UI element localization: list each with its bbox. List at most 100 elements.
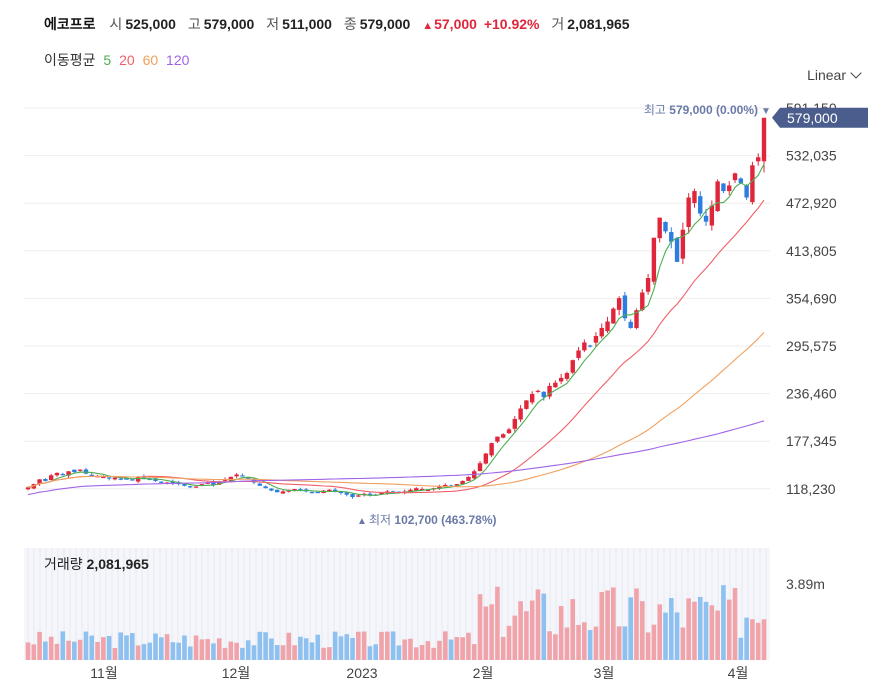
- y-tick-label: 236,460: [786, 386, 837, 402]
- candle-body: [72, 469, 77, 473]
- candle-body: [246, 477, 251, 480]
- volume-bar: [639, 601, 645, 660]
- volume-bar: [385, 631, 390, 660]
- volume-bar: [761, 619, 767, 660]
- change-value: 57,000: [434, 16, 477, 32]
- volume-bar: [605, 590, 610, 660]
- volume-bar: [199, 639, 205, 660]
- ma-legend-5[interactable]: 5: [103, 52, 112, 68]
- candle-body: [738, 178, 744, 184]
- volume-bar: [176, 642, 181, 660]
- volume-bar: [570, 599, 576, 660]
- volume-bar: [356, 631, 361, 660]
- volume-bar: [483, 606, 489, 660]
- volume-bar: [112, 647, 118, 660]
- volume-bar: [419, 644, 425, 660]
- volume-bar: [31, 644, 37, 660]
- high-label: 고: [187, 16, 201, 32]
- candle-body: [709, 205, 715, 226]
- volume-value: 2,081,965: [567, 16, 630, 32]
- volume-bar: [471, 644, 477, 660]
- candle-body: [367, 493, 373, 496]
- candle-body: [199, 484, 205, 486]
- candle-body: [553, 382, 558, 388]
- volume-bar: [466, 632, 471, 660]
- x-tick-label: 11월: [90, 665, 117, 681]
- candle-body: [692, 191, 697, 204]
- volume-axis-label: 3.89m: [786, 576, 825, 592]
- y-tick-label: 354,690: [786, 290, 837, 306]
- candle-body: [414, 488, 419, 491]
- candle-body: [460, 480, 465, 485]
- candle-body: [483, 453, 489, 464]
- candle-body: [170, 481, 176, 484]
- volume-bar: [298, 636, 303, 660]
- volume-bar: [535, 589, 541, 660]
- ma-legend-20[interactable]: 20: [119, 52, 135, 68]
- candle-body: [228, 476, 234, 481]
- volume-bar: [431, 647, 436, 660]
- volume-bar: [327, 647, 332, 660]
- last-price-tag: [772, 107, 868, 128]
- volume-bar: [269, 638, 274, 660]
- candle-body: [240, 475, 245, 477]
- candle-body: [761, 117, 767, 162]
- candle-body: [570, 360, 575, 373]
- volume-bar: [193, 635, 199, 660]
- ma-legend-120[interactable]: 120: [166, 52, 190, 68]
- volume-bar: [668, 598, 674, 660]
- candle-body: [616, 298, 622, 310]
- volume-bar: [518, 601, 523, 660]
- candle-body: [564, 373, 570, 379]
- volume-bar: [692, 601, 697, 660]
- candle-body: [222, 479, 228, 481]
- candle-body: [292, 488, 297, 491]
- volume-bar: [257, 631, 263, 660]
- candle-body: [437, 486, 442, 489]
- candle-body: [60, 474, 65, 476]
- volume-bar: [321, 647, 326, 660]
- high-value: 579,000: [203, 16, 255, 32]
- volume-bar: [663, 612, 668, 660]
- scale-selector[interactable]: Linear: [807, 67, 862, 83]
- volume-bar: [651, 624, 657, 660]
- y-tick-label: 413,805: [786, 243, 837, 259]
- volume-bar: [228, 641, 234, 660]
- candle-body: [298, 489, 303, 491]
- candle-body: [750, 165, 755, 203]
- volume-bar: [274, 645, 280, 660]
- close-label: 종: [343, 16, 357, 32]
- candle-body: [576, 350, 581, 358]
- candle-body: [651, 237, 657, 282]
- volume-bar: [263, 632, 268, 660]
- low-annotation: 최저 102,700 (463.78%): [369, 513, 497, 527]
- candle-body: [582, 342, 587, 351]
- candle-body: [356, 495, 361, 497]
- ma-legend-60[interactable]: 60: [142, 52, 159, 68]
- volume-bar: [541, 593, 547, 660]
- volume-bar: [599, 591, 605, 660]
- candle-body: [159, 481, 164, 483]
- high-marker-icon: ▼: [761, 106, 771, 117]
- volume-bar: [54, 643, 60, 660]
- candle-body: [744, 185, 749, 198]
- volume-bar: [303, 638, 309, 660]
- candle-body: [512, 418, 518, 429]
- candle-body: [280, 491, 286, 494]
- candle-body: [663, 222, 668, 232]
- candle-body: [587, 345, 593, 347]
- volume-bar: [106, 635, 112, 660]
- volume-bar: [130, 633, 135, 660]
- volume-bar: [141, 644, 147, 660]
- candle-body: [506, 429, 512, 434]
- candle-body: [274, 489, 280, 493]
- candle-body: [605, 321, 610, 332]
- candle-body: [106, 477, 112, 479]
- volume-bar: [292, 645, 297, 660]
- volume-bar: [240, 647, 245, 660]
- volume-bar: [48, 636, 54, 660]
- volume-bar: [187, 646, 193, 660]
- volume-bar: [750, 619, 755, 660]
- candle-body: [489, 443, 494, 456]
